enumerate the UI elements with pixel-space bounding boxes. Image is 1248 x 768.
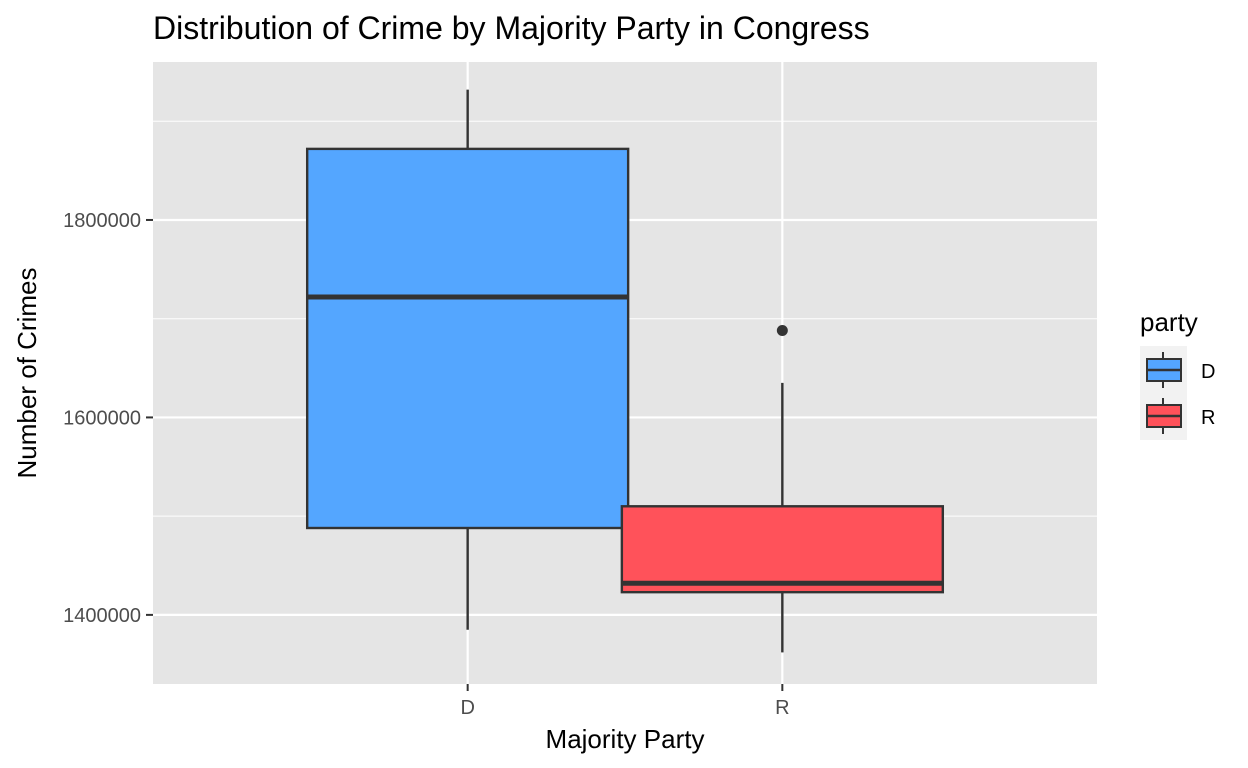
box-iqr [305,147,630,530]
chart-title: Distribution of Crime by Majority Party … [153,10,870,46]
box-r [620,325,945,653]
box-layer [305,89,945,653]
y-tick-label: 1800000 [63,210,141,232]
y-axis-title: Number of Crimes [12,268,42,479]
legend-title: party [1140,307,1198,337]
outlier-point [776,325,788,337]
legend-label: R [1201,407,1215,429]
x-tick-label: R [775,697,789,719]
box-iqr [620,505,945,594]
x-tick-label: D [460,697,474,719]
legend-item-d: D [1146,352,1215,388]
x-axis-title: Majority Party [546,724,705,754]
y-tick-label: 1600000 [63,407,141,429]
y-tick-label: 1400000 [63,605,141,627]
box-d [305,89,630,630]
y-axis: 1400000 1600000 1800000 [63,210,153,627]
legend-item-r: R [1146,398,1215,434]
legend: party D R [1140,307,1215,440]
legend-label: D [1201,361,1215,383]
